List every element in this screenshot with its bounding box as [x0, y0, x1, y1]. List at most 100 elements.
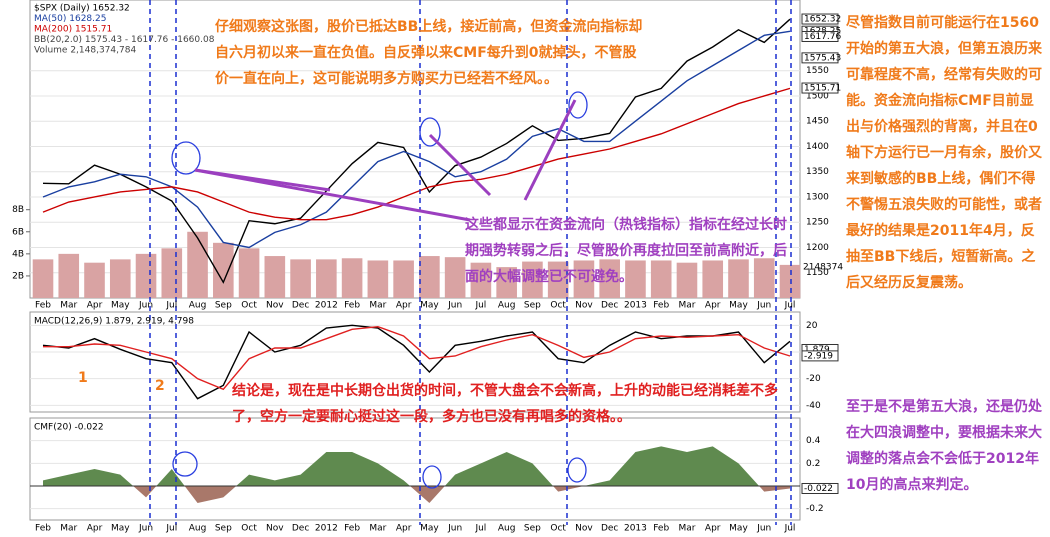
legend-entry: MA(50) 1628.25 — [34, 14, 106, 24]
x-tick-label: Nov — [575, 524, 593, 534]
y-tick-label: 1350 — [806, 167, 829, 177]
volume-bar — [109, 259, 131, 298]
series-line — [42, 18, 791, 284]
x-tick-label: Jun — [447, 301, 462, 311]
volume-bar — [599, 259, 620, 298]
x-tick-label: Apr — [87, 301, 103, 311]
volume-bar — [779, 264, 801, 298]
x-tick-label: Apr — [705, 301, 721, 311]
price-frame — [29, 0, 801, 299]
note-conclusion: 结论是，现在是中长期仓出货的时间，不管大盘会不会新高，上升的动能已经消耗差不多了… — [232, 383, 778, 425]
volume-bar — [84, 262, 105, 298]
arrows — [194, 99, 577, 222]
y-tick-label: -20 — [806, 374, 821, 384]
x-tick-label: Mar — [60, 301, 77, 311]
last-value-label: -2.919 — [804, 351, 833, 361]
volume-bar — [728, 259, 749, 298]
x-tick-label: Apr — [87, 524, 103, 534]
last-value-label: 1652.32 — [804, 15, 841, 25]
volume-bar — [135, 253, 157, 298]
y-tick-label: -40 — [806, 401, 821, 411]
volume-bar — [547, 261, 569, 298]
x-tick-label: May — [111, 524, 130, 534]
x-tick-label: Sep — [524, 301, 541, 311]
x-tick-label: Feb — [35, 301, 51, 311]
date-markers — [149, 0, 792, 525]
volume-bar — [187, 231, 208, 298]
x-tick-label: Dec — [292, 524, 309, 534]
last-value-box — [801, 13, 839, 25]
x-tick-label: Feb — [35, 524, 51, 534]
series-line — [43, 325, 791, 391]
x-tick-label: Apr — [396, 524, 412, 534]
x-tick-label: May — [111, 301, 130, 311]
y-tick-label: 20 — [806, 321, 818, 331]
x-tick-label: Sep — [524, 524, 541, 534]
volume-tick-label: 6B — [12, 227, 24, 237]
x-tick-label: Oct — [241, 301, 257, 311]
y-tick-label: 1550 — [806, 66, 829, 76]
last-value-label: 1617.76 — [804, 32, 841, 42]
volume-bar — [702, 260, 724, 298]
note-side2: 至于是不是第五大浪，还是仍处在大四浪调整中，要根据未来大调整的落点会不会低于20… — [846, 399, 1042, 493]
x-tick-label: Feb — [344, 301, 360, 311]
x-tick-label: Sep — [215, 301, 232, 311]
legend-entry: MA(200) 1515.71 — [34, 25, 112, 35]
x-tick-label: Sep — [215, 524, 232, 534]
volume-tick-label: 8B — [12, 205, 24, 215]
x-tick-label: Aug — [498, 301, 516, 311]
macd-frame — [29, 311, 801, 413]
y-tick-label: 1400 — [806, 142, 829, 152]
cmf-area-negative — [43, 486, 790, 503]
x-tick-label: Dec — [601, 301, 618, 311]
y-tick-label: 1500 — [806, 91, 829, 101]
volume-bar — [58, 253, 80, 298]
series-line — [42, 324, 791, 400]
x-tick-label: Mar — [678, 301, 695, 311]
x-tick-label: Mar — [369, 524, 386, 534]
x-tick-label: May — [420, 301, 439, 311]
y-tick-label: 1300 — [806, 192, 829, 202]
volume-bar — [573, 260, 595, 298]
y-tick-label: -0.2 — [806, 504, 824, 514]
note-top: 仔细观察这张图，股价已抵达BB上线，接近前高，但资金流向指标却自六月初以来一直在… — [215, 19, 643, 87]
last-value-box — [801, 350, 839, 362]
last-value-label: 1515.71 — [804, 84, 841, 94]
volume-bar — [393, 260, 414, 298]
x-tick-label: Oct — [550, 524, 566, 534]
x-tick-label: 2013 — [624, 301, 647, 311]
x-tick-label: Nov — [266, 301, 284, 311]
circles — [171, 91, 588, 489]
series-line — [42, 87, 791, 221]
x-tick-label: Mar — [369, 301, 386, 311]
x-tick-label: 2012 — [315, 524, 338, 534]
volume-bar — [238, 248, 260, 298]
y-tick-label: 1250 — [806, 218, 829, 228]
volume-bar — [676, 262, 698, 298]
y-tick-label: 1200 — [806, 243, 829, 253]
volume-bar — [264, 256, 286, 298]
x-tick-label: Nov — [266, 524, 284, 534]
x-tick-label: Dec — [292, 301, 309, 311]
volume-bar — [213, 242, 234, 298]
x-tick-label: Feb — [344, 524, 360, 534]
volume-bar — [522, 261, 543, 298]
x-tick-label: Apr — [396, 301, 412, 311]
x-tick-label: Feb — [653, 301, 669, 311]
x-tick-label: May — [729, 301, 748, 311]
x-tick-label: Oct — [550, 301, 566, 311]
legend-entry: BB(20,2.0) 1575.43 - 1617.76 - 1660.08 — [34, 35, 215, 45]
y-tick-label: 0.2 — [806, 459, 820, 469]
volume-tick-label: 4B — [12, 249, 24, 259]
wave-label: 2 — [155, 378, 165, 394]
last-value-label: 1575.43 — [804, 53, 841, 63]
volume-bar — [32, 259, 54, 298]
last-value-box — [801, 82, 839, 94]
volume-bar — [161, 248, 183, 298]
wave-label: 1 — [78, 370, 88, 386]
volume-bar — [419, 256, 440, 298]
y-tick-label: 1150 — [806, 268, 829, 278]
x-tick-label: Nov — [575, 301, 593, 311]
note-side: 尽管指数目前可能运行在1560开始的第五大浪，但第五浪历来可靠程度不高，经常有失… — [846, 15, 1042, 291]
